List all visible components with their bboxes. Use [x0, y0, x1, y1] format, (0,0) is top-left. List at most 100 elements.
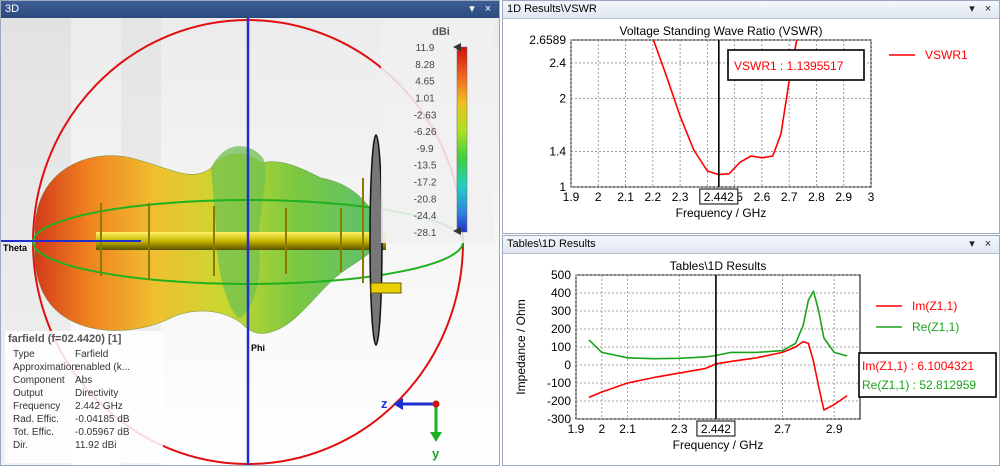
antenna-boom [96, 232, 386, 250]
info-value: 2.442 GHz [75, 401, 123, 412]
x-tick-label: 2.3 [672, 190, 689, 204]
pane-3d-dropdown-icon[interactable]: ▾ [469, 3, 475, 15]
info-value: enabled (k... [75, 362, 131, 373]
x-tick-label: 2.8 [808, 190, 825, 204]
tables-titlebar: Tables\1D Results ▾ × [503, 236, 999, 254]
colorscale-tick-label: 11.9 [416, 43, 435, 54]
chart-title: Voltage Standing Wave Ratio (VSWR) [620, 24, 823, 38]
pane-3d-titlebar: 3D ▾ × [1, 1, 499, 19]
farfield-info-header: farfield (f=02.4420) [1] [8, 333, 122, 345]
colorscale-tick-label: -28.1 [414, 228, 437, 239]
frequency-marker-label: 2.442 [704, 190, 734, 204]
colorscale-svg: dBi 11.9 8.28 4.65 1.01 -2.63 -6.26 -9.9 -13.5 -… [414, 26, 468, 239]
x-tick-label: 1.9 [563, 190, 580, 204]
axis-triad: z y [381, 396, 442, 461]
info-value: Farfield [75, 349, 109, 360]
x-tick-label: 2.9 [826, 422, 843, 436]
colorscale-tick-label: 1.01 [415, 93, 435, 104]
x-axis-label: Frequency / GHz [673, 438, 764, 452]
info-key: Output [13, 388, 44, 399]
info-row: Component Abs [5, 374, 163, 387]
info-row: Approximation enabled (k... [5, 361, 163, 374]
y-axis-label: Impedance / Ohm [514, 299, 528, 394]
y-tick-label: -100 [547, 376, 571, 390]
impedance-readout-text: Im(Z1,1) : 6.1004321 [862, 359, 974, 373]
x-tick-label: 2.2 [644, 190, 661, 204]
info-row: Frequency 2.442 GHz [5, 400, 163, 413]
theta-label: Theta [3, 243, 28, 253]
y-tick-label: -300 [547, 412, 571, 426]
info-row: Tot. Effic. -0.05967 dB [5, 426, 163, 439]
info-key: Type [13, 349, 35, 360]
info-row: Type Farfield [5, 348, 163, 361]
legend-label: Re(Z1,1) [912, 320, 959, 334]
colorscale-tick-label: -24.4 [414, 211, 437, 222]
vswr-pane[interactable]: 1D Results\VSWR ▾ × Voltage Standing Wav… [502, 0, 1000, 234]
colorscale-tick-label: 8.28 [415, 60, 435, 71]
colorscale-tick-label: -20.8 [414, 194, 437, 205]
colorscale-tick-label: -2.63 [414, 110, 437, 121]
y-tick-label: 100 [551, 340, 571, 354]
info-value: -0.04185 dB [75, 414, 130, 425]
tables-pane-title: Tables\1D Results [507, 238, 596, 250]
legend-label: Im(Z1,1) [912, 299, 957, 313]
x-tick-label: 2.1 [617, 190, 634, 204]
y-tick-label: 200 [551, 322, 571, 336]
y-tick-label: 1.4 [549, 145, 566, 159]
info-value: Abs [75, 375, 93, 386]
x-tick-label: 3 [868, 190, 875, 204]
tables-close-icon[interactable]: × [984, 238, 992, 250]
tables-1d-results-pane[interactable]: Tables\1D Results ▾ × Tables\1D Results 1… [502, 235, 1000, 466]
impedance-chart[interactable]: Tables\1D Results 1.9 2 2.1 2.3 2.7 2.9 500 400 3… [503, 253, 999, 465]
colorscale-tick-label: -6.26 [414, 127, 437, 138]
frequency-marker-box [699, 188, 739, 205]
y-tick-label: -200 [547, 394, 571, 408]
vswr-pane-title: 1D Results\VSWR [507, 3, 597, 15]
x-tick-label: 2.9 [835, 190, 852, 204]
series-line-1 [588, 340, 848, 411]
axis-y-label: y [432, 446, 440, 461]
colorscale-min-marker-icon [453, 227, 461, 235]
x-tick-label: 2.1 [619, 422, 636, 436]
vswr-titlebar: 1D Results\VSWR ▾ × [503, 1, 999, 19]
info-row: Dir. 11.92 dBi [5, 439, 163, 452]
info-key: Frequency [13, 401, 61, 412]
frequency-marker-box [696, 420, 736, 437]
vswr-close-icon[interactable]: × [984, 3, 992, 15]
x-tick-label: 2.7 [774, 422, 791, 436]
y-tick-label: 2 [559, 91, 566, 105]
vswr-dropdown-icon[interactable]: ▾ [969, 3, 975, 15]
vswr-chart[interactable]: Voltage Standing Wave Ratio (VSWR) 1.9 2 2.… [503, 18, 999, 233]
y-tick-label: 1 [559, 180, 566, 194]
chart-title: Tables\1D Results [670, 259, 767, 273]
info-key: Component [13, 375, 65, 386]
vswr-readout-text: VSWR1 : 1.1395517 [734, 59, 844, 73]
info-key: Dir. [13, 440, 28, 451]
farfield-3d-pane[interactable]: 3D ▾ × [0, 0, 500, 466]
x-axis-label: Frequency / GHz [676, 206, 767, 220]
tables-dropdown-icon[interactable]: ▾ [969, 238, 975, 250]
y-tick-label: 0 [564, 358, 571, 372]
series-line-2 [588, 290, 848, 360]
x-tick-label: 2.6 [754, 190, 771, 204]
y-tick-label: 300 [551, 304, 571, 318]
colorscale-max-marker-icon [453, 43, 461, 51]
info-value: 11.92 dBi [75, 440, 117, 451]
feed-connector [370, 282, 402, 294]
x-tick-label: 2.3 [671, 422, 688, 436]
x-tick-label: 2 [598, 422, 605, 436]
vswr-readout: VSWR1 : 1.1395517 [727, 49, 865, 81]
series-line-1 [652, 40, 798, 176]
y-tick-label: 500 [551, 268, 571, 282]
info-row: Rad. Effic. -0.04185 dB [5, 413, 163, 426]
colorscale-legend: dBi 11.9 8.28 4.65 1.01 -2.63 -6.26 -9.9 -13.5 -… [381, 21, 494, 243]
pane-3d-close-icon[interactable]: × [484, 3, 492, 15]
colorscale-tick-label: -17.2 [414, 178, 437, 189]
colorscale-tick-label: 4.65 [415, 77, 435, 88]
antenna-elements [100, 178, 364, 283]
legend-label: VSWR1 [925, 48, 968, 62]
colorscale-tick-label: -13.5 [414, 161, 437, 172]
colorscale-unit: dBi [432, 26, 450, 38]
info-key: Approximation [13, 362, 77, 373]
y-tick-label: 400 [551, 286, 571, 300]
